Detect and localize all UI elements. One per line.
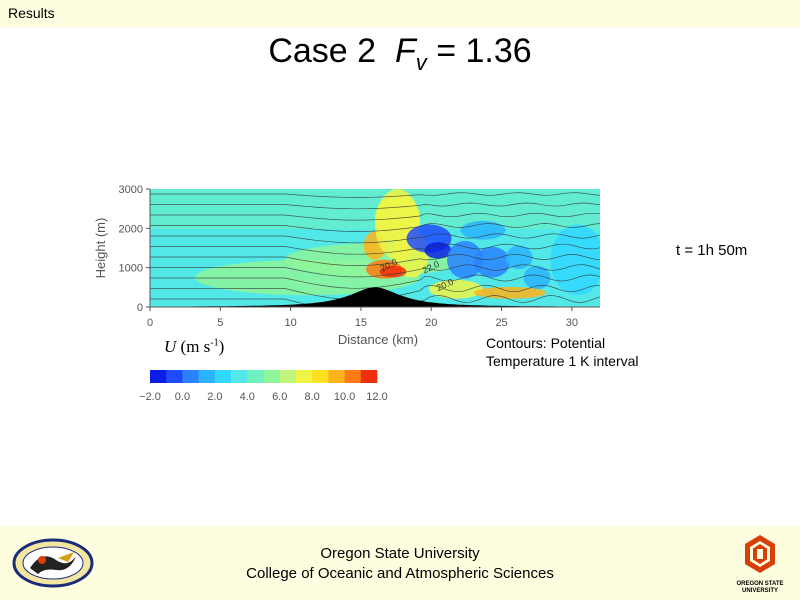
field-patch: [474, 286, 546, 299]
contour-line: [150, 264, 600, 278]
contour-line: [150, 192, 600, 198]
y-tick-label: 0: [137, 302, 143, 314]
ceoas-logo-icon: [12, 538, 94, 593]
time-label: t = 1h 50m: [676, 242, 748, 259]
field-patch: [460, 220, 506, 240]
contour-note: Contours: Potential Temperature 1 K inte…: [486, 334, 639, 370]
slide-header-bar: Results: [0, 0, 800, 27]
x-tick-label: 0: [147, 317, 153, 329]
contour-note-line1: Contours: Potential: [486, 335, 606, 351]
colorbar-swatch: [214, 370, 232, 383]
title-value: = 1.36: [436, 32, 532, 70]
colorbar-swatch: [263, 370, 281, 383]
footer-text: Oregon State University College of Ocean…: [0, 544, 800, 584]
colorbar-swatch: [182, 370, 199, 383]
osu-logo-icon: [745, 535, 775, 573]
osu-logo-text: OREGON STATE UNIVERSITY: [728, 581, 792, 595]
colorbar-tick-label: 6.0: [272, 391, 287, 403]
slide-footer: Oregon State University College of Ocean…: [0, 526, 800, 600]
contour-line: [150, 295, 600, 307]
y-tick-label: 3000: [119, 184, 143, 196]
colorbar-tick-label: 0.0: [175, 391, 190, 403]
colorbar-units-exp: -1: [210, 337, 219, 349]
osu-logo-line1: OREGON STATE: [736, 581, 784, 587]
terrain-mountain: [150, 287, 600, 307]
colorbar-title: U (m s-1): [164, 337, 224, 357]
colorbar-tick-label: 8.0: [304, 391, 319, 403]
x-tick-label: 15: [355, 317, 367, 329]
field-patch: [429, 279, 483, 299]
colorbar-tick-label: 2.0: [207, 391, 222, 403]
contour-line: [150, 243, 600, 255]
colorbar-swatch: [312, 370, 329, 383]
colorbar-tick-label: 4.0: [240, 391, 255, 403]
x-tick-label: 30: [566, 317, 578, 329]
colorbar-swatch: [344, 370, 362, 383]
colorbar-swatch: [360, 370, 378, 383]
field-patch: [474, 246, 510, 278]
colorbar-tick-label: −2.0: [139, 391, 161, 403]
colorbar-tick-label: 12.0: [366, 391, 387, 403]
field-patch: [550, 224, 600, 296]
section-title: Results: [8, 5, 55, 21]
colorbar-swatch: [198, 370, 216, 383]
osu-logo-line2: UNIVERSITY: [741, 588, 778, 594]
x-tick-label: 25: [495, 317, 507, 329]
field-patch: [447, 240, 483, 279]
y-tick-label: 2000: [119, 223, 143, 235]
footer-college: College of Oceanic and Atmospheric Scien…: [246, 565, 554, 582]
contour-line: [150, 223, 600, 232]
colorbar-tick-label: 10.0: [334, 391, 355, 403]
slide-title: Case 2 Fv = 1.36: [0, 32, 800, 75]
field-patch: [523, 265, 551, 290]
contour-line: [150, 212, 600, 221]
field-upper-band: [150, 189, 600, 229]
colorbar-symbol: U: [164, 337, 177, 356]
x-tick-label: 20: [425, 317, 437, 329]
colorbar-swatch: [295, 370, 313, 383]
x-tick-label: 5: [217, 317, 223, 329]
colorbar-swatch: [328, 370, 345, 383]
title-case: Case 2: [268, 32, 377, 70]
contour-line: [150, 202, 600, 210]
contour-line: [150, 254, 600, 266]
footer-university: Oregon State University: [320, 545, 480, 562]
title-symbol: F: [394, 32, 416, 70]
colorbar-swatch: [279, 370, 297, 383]
field-patch: [505, 245, 533, 270]
colorbar-swatch: [231, 370, 248, 383]
colorbar-units: (m s: [180, 337, 211, 356]
field-patch: [424, 242, 452, 259]
colorbar-swatch: [247, 370, 264, 383]
wind-speed-cross-section-chart: 20.0 22.020.0 0 5 10 15 20 25 300100020003000Di…: [93, 184, 600, 403]
colorbar-units-close: ): [218, 337, 225, 356]
y-axis-title: Height (m): [93, 218, 108, 279]
contour-line: [150, 233, 600, 244]
contour-note-line2: Temperature 1 K interval: [486, 353, 639, 369]
x-tick-label: 10: [285, 317, 297, 329]
y-tick-label: 1000: [119, 263, 143, 275]
title-subscript: v: [415, 50, 427, 75]
field-patch: [379, 265, 407, 278]
x-axis-title: Distance (km): [338, 332, 418, 347]
colorbar-swatch: [166, 370, 183, 383]
colorbar-swatch: [150, 370, 167, 383]
osu-logo: OREGON STATE UNIVERSITY: [728, 534, 792, 595]
